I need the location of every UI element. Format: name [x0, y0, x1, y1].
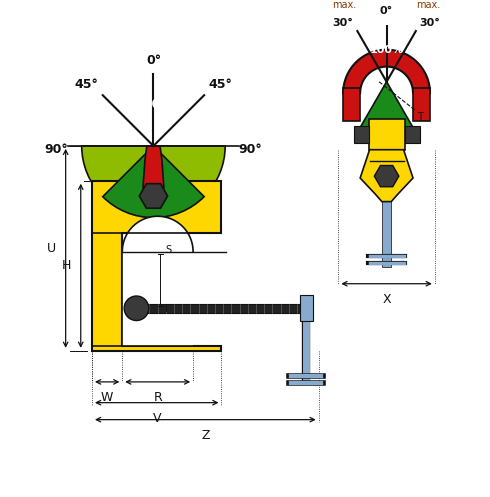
- Bar: [413, 88, 430, 121]
- Text: 90°: 90°: [239, 143, 262, 156]
- Polygon shape: [374, 166, 399, 187]
- Text: 100%: 100%: [369, 45, 404, 55]
- Wedge shape: [357, 82, 416, 140]
- Text: 50%: 50%: [185, 124, 215, 137]
- Polygon shape: [343, 50, 430, 93]
- Text: R: R: [153, 391, 162, 405]
- Bar: [354, 126, 368, 143]
- Wedge shape: [103, 146, 204, 218]
- Text: 30°: 30°: [419, 18, 441, 28]
- Text: 100%: 100%: [134, 98, 173, 111]
- Text: 0°: 0°: [380, 5, 393, 16]
- Text: H: H: [62, 259, 72, 272]
- Wedge shape: [82, 146, 225, 218]
- Bar: [405, 126, 419, 143]
- Text: 30°: 30°: [333, 18, 354, 28]
- Polygon shape: [122, 216, 193, 251]
- Bar: [127, 304, 311, 313]
- Text: 50%: 50%: [92, 124, 122, 137]
- Bar: [122, 251, 193, 346]
- Bar: [300, 295, 313, 322]
- Text: max.: max.: [332, 0, 357, 10]
- Polygon shape: [360, 150, 413, 202]
- Text: I: I: [165, 305, 168, 315]
- Text: Z: Z: [201, 429, 210, 442]
- Polygon shape: [139, 184, 168, 208]
- Text: max.: max.: [416, 0, 441, 10]
- Polygon shape: [92, 181, 221, 351]
- Polygon shape: [143, 146, 164, 201]
- Text: X: X: [382, 293, 391, 306]
- Text: 45°: 45°: [74, 79, 98, 91]
- Text: S: S: [165, 246, 172, 255]
- Text: V: V: [152, 412, 161, 425]
- Circle shape: [124, 296, 149, 321]
- Text: T: T: [417, 112, 423, 122]
- Bar: [368, 119, 405, 150]
- Bar: [343, 88, 360, 121]
- Text: 90°: 90°: [45, 143, 69, 156]
- Text: W: W: [101, 391, 113, 405]
- Text: 45°: 45°: [209, 79, 233, 91]
- Text: 0°: 0°: [146, 54, 161, 67]
- Text: U: U: [47, 242, 56, 255]
